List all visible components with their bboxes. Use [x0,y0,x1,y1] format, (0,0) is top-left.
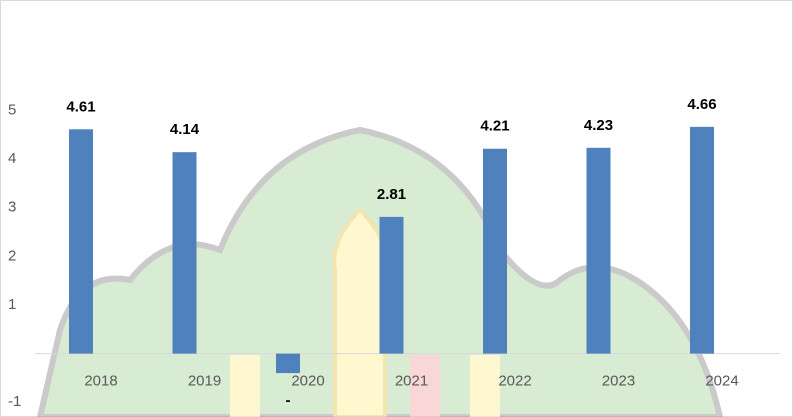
value-label: 4.23 [584,117,613,134]
y-tick-label: 5 [8,101,16,118]
x-tick-label: 2021 [395,373,428,390]
y-tick-label: 1 [8,296,16,313]
value-label: - [286,392,291,409]
bar [587,148,611,354]
bar [483,149,507,354]
y-tick-label: -1 [8,393,21,410]
bar [380,217,404,354]
bar [173,152,197,353]
chart: -1 1 2 3 4 5 2018 4.61 2019 4.14 2020- 2021 2.81 2022… [0,0,793,417]
value-label: 4.14 [170,121,200,138]
y-tick-label: 4 [8,150,16,167]
x-tick-label: 2018 [84,373,117,390]
y-tick-label: 3 [8,199,16,216]
x-tick-label: 2022 [498,373,531,390]
bar [276,354,300,373]
x-tick-label: 2020 [291,373,324,390]
value-label: 4.66 [687,96,716,113]
value-label: 4.61 [66,98,95,115]
x-tick-label: 2023 [602,373,635,390]
bar [69,129,93,353]
x-tick-label: 2024 [705,373,738,390]
bar [690,127,714,354]
value-label: 4.21 [480,118,509,135]
value-label: 2.81 [377,186,406,203]
x-tick-label: 2019 [188,373,221,390]
y-tick-label: 2 [8,247,16,264]
